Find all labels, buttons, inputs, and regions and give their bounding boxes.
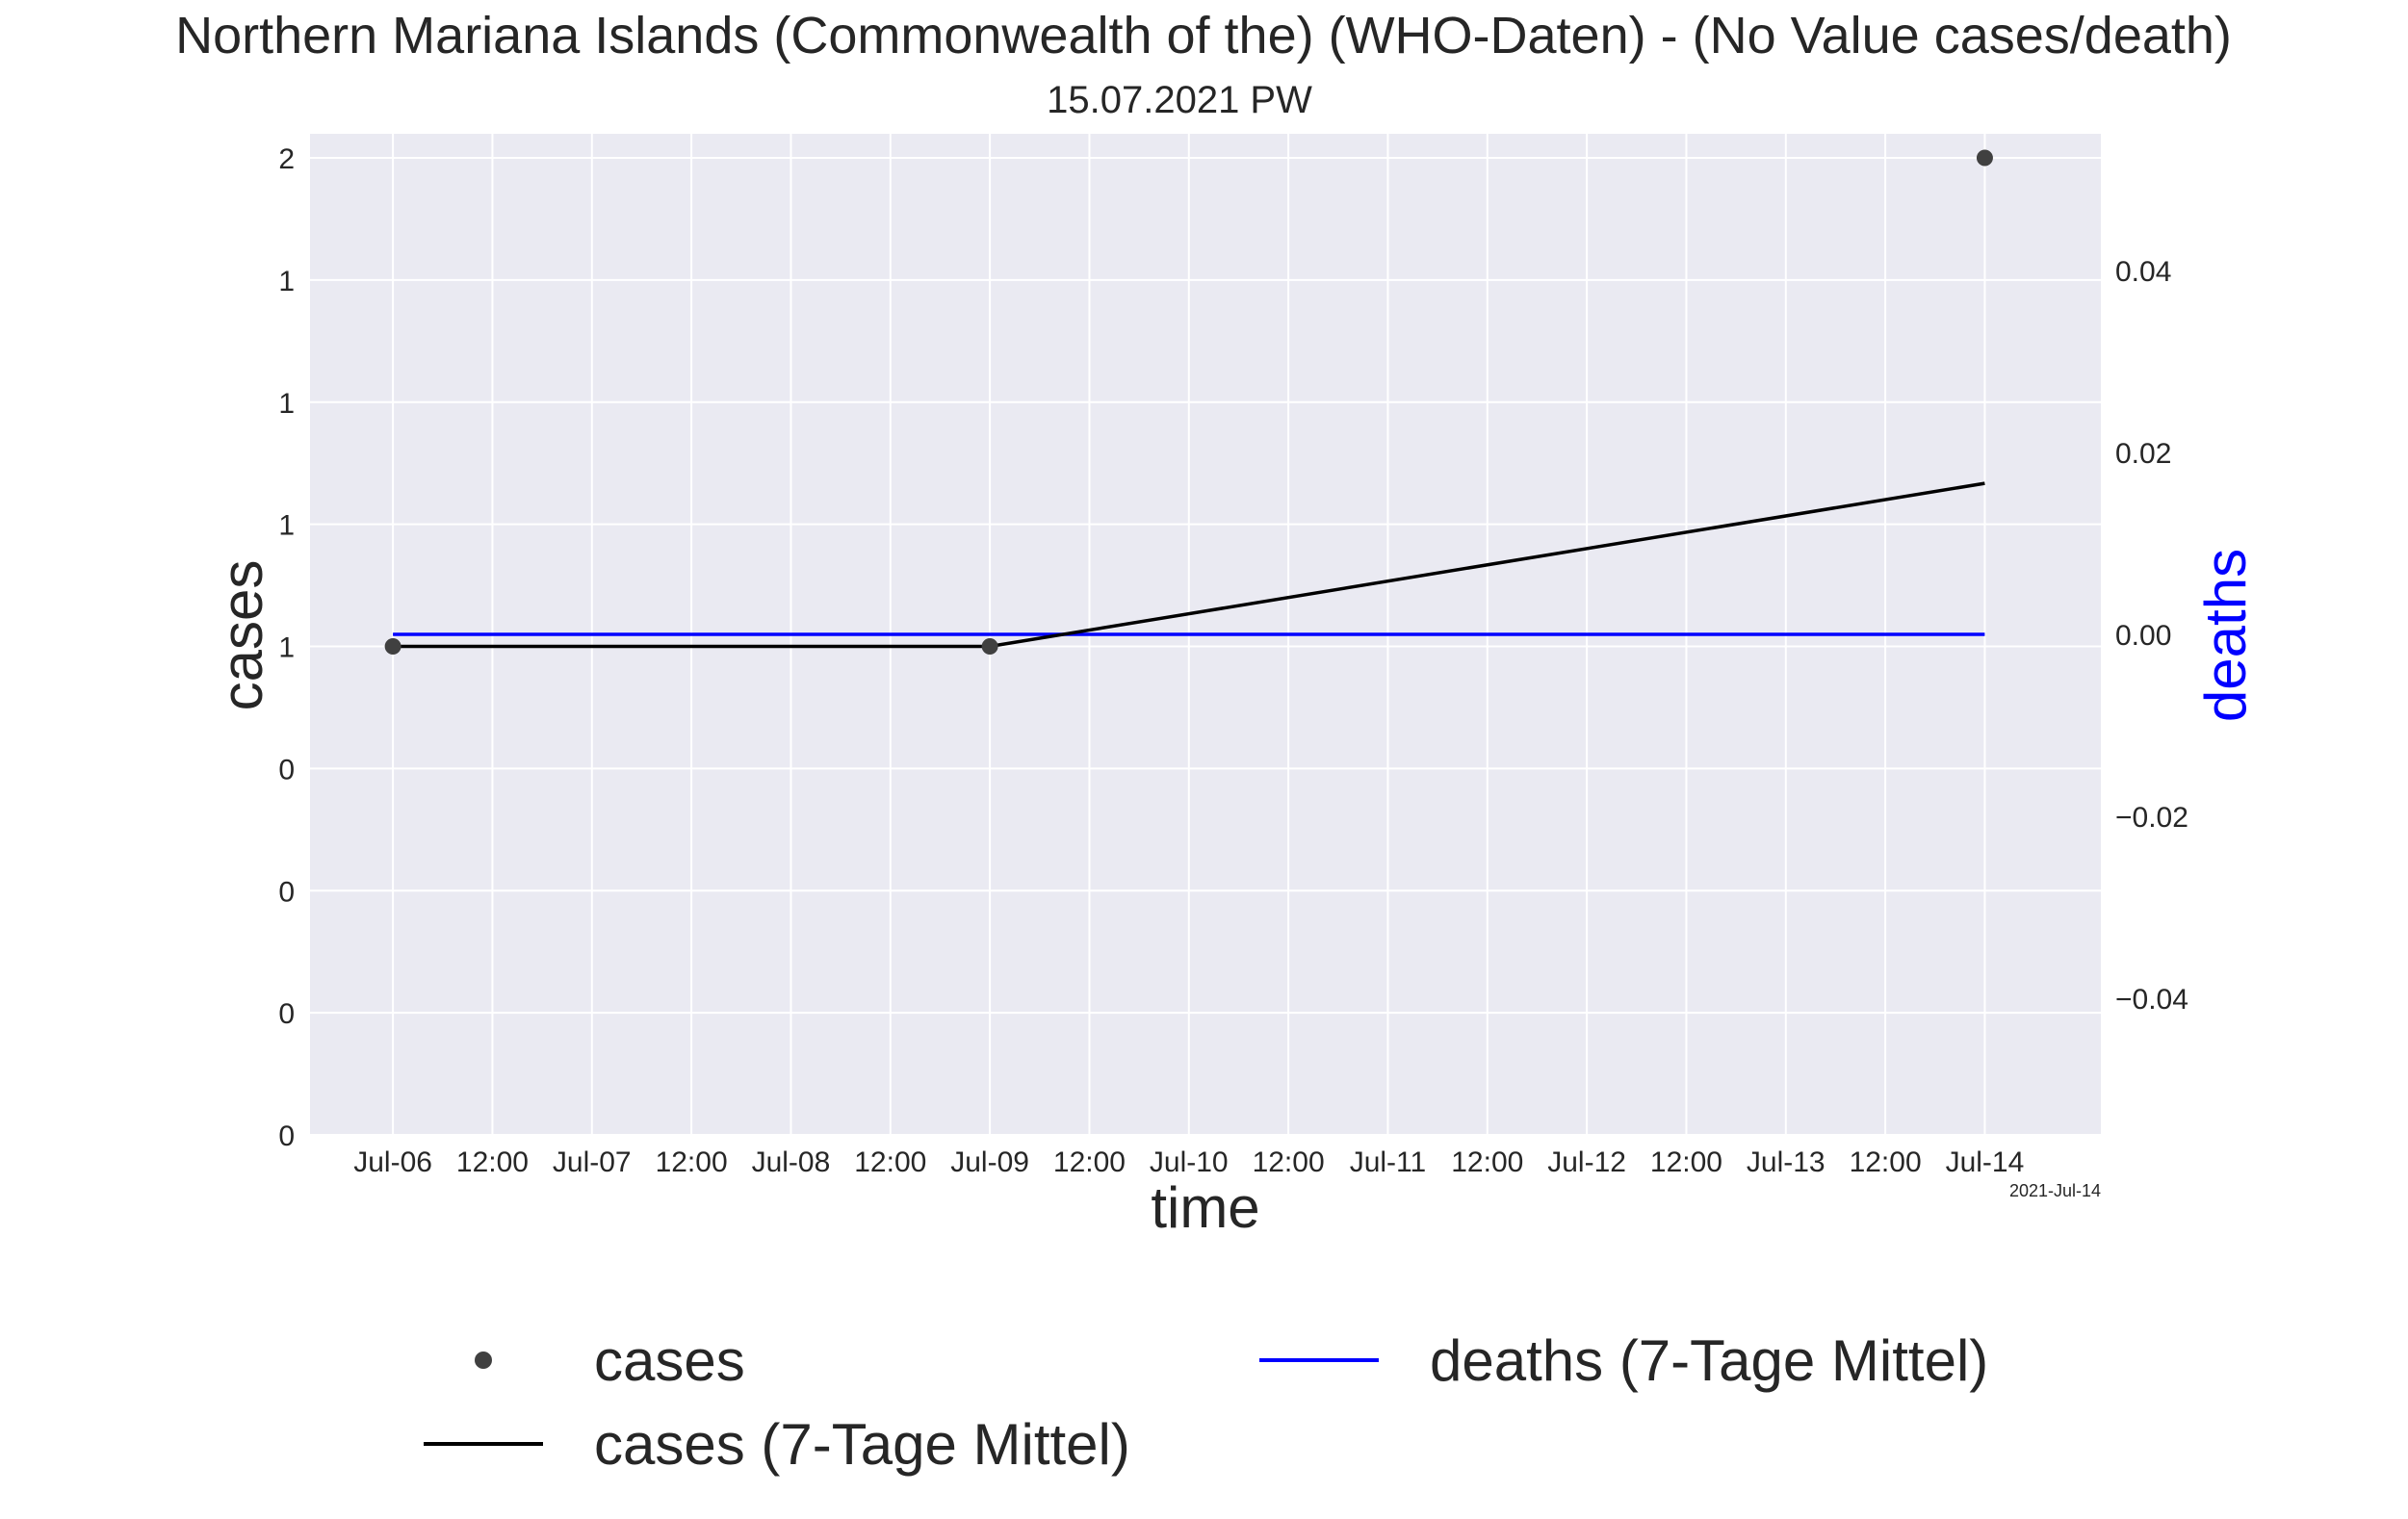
y-tick-labels-left: 2 1 1 1 1 0 0 0 0	[278, 143, 295, 1152]
data-point-cases	[1976, 149, 1993, 167]
x-axis-offset-label: 2021-Jul-14	[2009, 1181, 2101, 1200]
legend-label-cases: cases	[594, 1328, 745, 1393]
legend: cases cases (7-Tage Mittel) deaths (7-Ta…	[424, 1328, 1988, 1477]
x-tick-label: 12:00	[1451, 1146, 1523, 1178]
x-tick-label: 12:00	[1253, 1146, 1325, 1178]
x-tick-label: Jul-13	[1747, 1146, 1825, 1178]
x-tick-label: Jul-14	[1946, 1146, 2025, 1178]
x-tick-labels: Jul-06 12:00 Jul-07 12:00 Jul-08 12:00 Jul-09 1…	[353, 1146, 2024, 1178]
y-tick-label: 0	[278, 1120, 295, 1152]
x-tick-label: 12:00	[1650, 1146, 1722, 1178]
y-tick-label-right: 0.02	[2115, 438, 2171, 470]
y-tick-labels-right: 0.04 0.02 0.00 −0.02 −0.04	[2115, 256, 2188, 1016]
y-tick-label-right: 0.04	[2115, 256, 2171, 288]
y-tick-label: 0	[278, 754, 295, 785]
x-tick-label: Jul-07	[553, 1146, 632, 1178]
y-tick-label: 1	[278, 632, 295, 664]
y-axis-label-right: deaths	[2193, 549, 2258, 722]
y-tick-label-right: −0.04	[2115, 984, 2188, 1016]
y-axis-label: cases	[210, 560, 274, 711]
x-tick-label: 12:00	[854, 1146, 926, 1178]
legend-label-deaths-7-tage: deaths (7-Tage Mittel)	[1430, 1328, 1988, 1393]
x-tick-label: 12:00	[656, 1146, 728, 1178]
legend-label-cases-7-tage: cases (7-Tage Mittel)	[594, 1412, 1130, 1477]
data-point-cases	[981, 638, 998, 655]
y-tick-label: 1	[278, 388, 295, 420]
series-layer	[384, 149, 1993, 655]
x-tick-label: Jul-06	[353, 1146, 432, 1178]
chart-title: Northern Mariana Islands (Commonwealth o…	[175, 7, 2232, 64]
x-tick-label: Jul-10	[1150, 1146, 1229, 1178]
chart-subtitle: 15.07.2021 PW	[1047, 79, 1312, 121]
x-tick-label: Jul-12	[1547, 1146, 1626, 1178]
y-tick-label-right: −0.02	[2115, 802, 2188, 834]
legend-swatch-cases	[475, 1352, 492, 1369]
y-tick-label: 0	[278, 998, 295, 1030]
y-tick-label: 1	[278, 266, 295, 297]
x-axis-label: time	[1151, 1175, 1259, 1240]
data-point-cases	[384, 638, 401, 655]
x-tick-label: Jul-11	[1350, 1146, 1426, 1178]
y-tick-label: 1	[278, 510, 295, 542]
x-tick-label: 12:00	[1053, 1146, 1126, 1178]
x-tick-label: Jul-09	[950, 1146, 1029, 1178]
x-tick-label: Jul-08	[752, 1146, 831, 1178]
y-tick-label: 2	[278, 143, 295, 175]
y-tick-label: 0	[278, 876, 295, 908]
x-tick-label: 12:00	[456, 1146, 529, 1178]
grid-horizontal	[310, 157, 2101, 1136]
y-tick-label-right: 0.00	[2115, 620, 2171, 652]
x-tick-label: 12:00	[1850, 1146, 1922, 1178]
